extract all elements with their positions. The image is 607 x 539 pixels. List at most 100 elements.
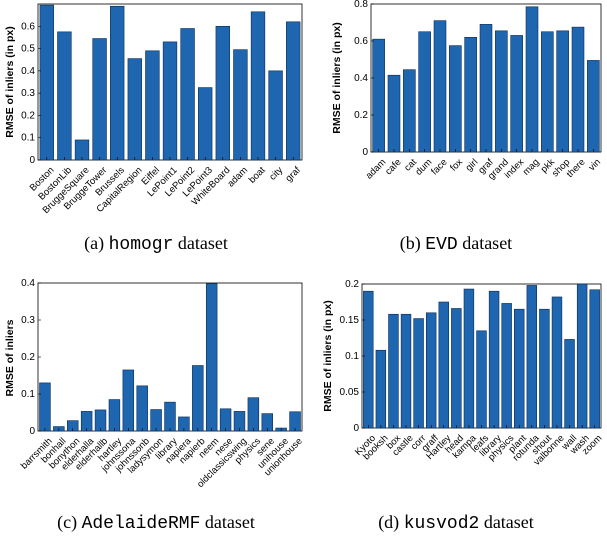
bar-head	[451, 308, 462, 429]
caption-d-prefix: (d)	[378, 512, 404, 532]
bar-vin	[587, 60, 600, 153]
y-tick-label: 0.4	[21, 278, 35, 289]
bar-CapitalRegion	[127, 58, 142, 161]
bar-pkk	[541, 31, 554, 153]
y-tick-label: 0.3	[21, 315, 35, 326]
bar-fox	[449, 45, 462, 153]
bar-box	[388, 313, 399, 429]
bar-graf	[286, 21, 301, 161]
y-tick-label: 0.4	[21, 66, 35, 77]
bar-Hartley	[438, 301, 449, 429]
y-axis-label: RMSE of inliers (in px)	[322, 300, 334, 411]
bar-LePoint2	[180, 28, 195, 161]
bar-valbonne	[551, 296, 563, 429]
x-tick-label: face	[429, 157, 449, 177]
bar-LePoint3	[198, 87, 213, 161]
bar-barrsmith	[39, 382, 51, 432]
bar-johnssona	[122, 369, 135, 432]
bar-hartley	[108, 399, 121, 432]
y-tick-label: 0.6	[354, 36, 368, 47]
caption-b-prefix: (b)	[399, 233, 426, 253]
y-axis-label: RMSE of inliers (in px)	[331, 22, 343, 133]
chart-homogr: BostonBostonLibBruggeSquareBruggeTowerBr…	[4, 3, 303, 216]
x-tick-label: there	[565, 157, 588, 180]
bar-Boston	[39, 4, 54, 161]
y-tick-label: 0	[362, 147, 368, 158]
bar-BruggeSquare	[74, 139, 90, 161]
bar-physics	[501, 303, 512, 429]
x-tick-label: boat	[247, 165, 268, 186]
bar-shop	[556, 30, 569, 153]
y-tick-label: 0.8	[354, 0, 368, 10]
bar-physics	[247, 397, 260, 432]
caption-b-suffix: dataset	[457, 233, 513, 253]
x-tick-label: cafe	[383, 157, 403, 177]
bar-ladysymon	[150, 409, 162, 432]
bar-there	[571, 26, 585, 153]
y-tick-label: 0.1	[21, 389, 35, 400]
bar-leafs	[476, 330, 487, 429]
y-tick-label: 0.2	[354, 110, 368, 121]
bar-city	[268, 70, 283, 161]
bar-grand	[495, 30, 508, 153]
bar-index	[510, 35, 523, 153]
caption-a-name: homogr	[108, 235, 174, 255]
bar-wall	[564, 339, 575, 429]
y-tick-label: 0.6	[21, 21, 35, 32]
bar-wash	[576, 283, 588, 429]
caption-c-suffix: dataset	[200, 512, 255, 532]
y-tick-label: 0.2	[21, 352, 35, 363]
bar-BostonLib	[57, 31, 72, 161]
y-tick-label: 0	[29, 426, 35, 437]
caption-d-name: kusvod2	[403, 514, 480, 534]
y-tick-label: 0.5	[21, 44, 35, 55]
caption-c-prefix: (c)	[57, 512, 82, 532]
bar-nese	[219, 408, 232, 432]
bar-corr	[413, 318, 424, 429]
caption-a-prefix: (a)	[84, 233, 109, 253]
caption-d: (d) kusvod2 dataset	[306, 512, 606, 534]
bar-dum	[418, 31, 431, 153]
bar-johnssonb	[136, 385, 148, 432]
x-tick-label: fox	[448, 157, 465, 174]
chart-adelaidermf: barrsmithbonhallbonythonelderhallaelderh…	[4, 278, 305, 490]
bar-graf	[479, 24, 493, 153]
bar-Eiffel	[145, 50, 160, 161]
bar-booksh	[375, 349, 387, 429]
x-tick-label: city	[267, 165, 285, 183]
caption-d-suffix: dataset	[479, 512, 534, 532]
x-tick-label: vin	[587, 157, 603, 173]
chart-evd: adamcafecatdumfacefoxgirlgrafgrandindexm…	[331, 0, 603, 182]
bar-boat	[250, 11, 266, 161]
bar-zoom	[589, 289, 600, 429]
bar-graff	[425, 312, 437, 429]
chart-kusvod2: KyotobookshboxcastlecorrgraffHartleyhead…	[322, 279, 604, 468]
bar-Brussels	[110, 5, 125, 161]
y-tick-label: 0	[29, 155, 35, 166]
bar-castle	[400, 313, 412, 429]
y-axis-label: RMSE of inliers (in px)	[4, 26, 16, 137]
y-tick-label: 0.15	[340, 315, 360, 326]
bar-cat	[403, 69, 416, 153]
bar-library	[164, 401, 176, 432]
bar-plant	[514, 308, 525, 429]
bar-adam	[372, 38, 385, 153]
bar-girl	[464, 36, 477, 153]
y-tick-label: 0.2	[21, 110, 35, 121]
bar-napierb	[192, 365, 204, 432]
y-tick-label: 0.05	[340, 387, 360, 398]
y-tick-label: 0.1	[21, 133, 35, 144]
bar-neem	[205, 283, 218, 432]
bar-library	[488, 290, 500, 429]
x-tick-label: graf	[283, 165, 303, 185]
bar-BruggeTower	[92, 38, 107, 161]
bar-Kyoto	[363, 290, 374, 429]
bar-shout	[539, 308, 550, 429]
bar-adam	[233, 49, 248, 161]
bar-cafe	[387, 74, 401, 153]
caption-c-name: AdelaideRMF	[81, 514, 201, 534]
bar-kampa	[463, 288, 475, 429]
y-tick-label: 0.4	[354, 73, 368, 84]
y-tick-label: 0.3	[21, 88, 35, 99]
caption-c: (c) AdelaideRMF dataset	[6, 512, 306, 534]
